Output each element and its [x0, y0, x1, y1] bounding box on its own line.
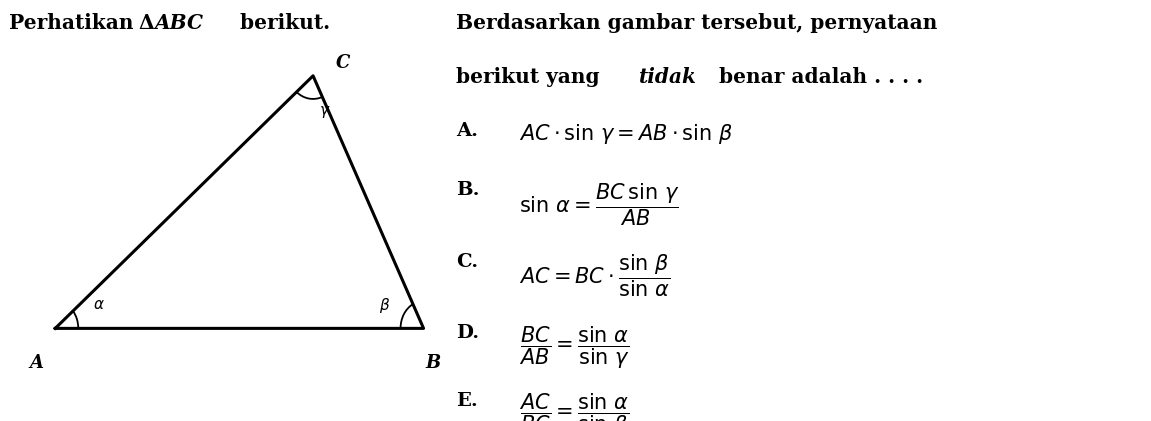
Text: berikut yang: berikut yang: [456, 67, 607, 88]
Text: $\alpha$: $\alpha$: [93, 298, 105, 312]
Text: C.: C.: [456, 253, 478, 271]
Text: Δ: Δ: [138, 13, 154, 33]
Text: $\sin\,\alpha = \dfrac{BC\,\sin\,\gamma}{AB}$: $\sin\,\alpha = \dfrac{BC\,\sin\,\gamma}…: [519, 181, 679, 227]
Text: B.: B.: [456, 181, 480, 199]
Text: Perhatikan: Perhatikan: [9, 13, 140, 33]
Text: $AC \cdot \sin\,\gamma = AB \cdot \sin\,\beta$: $AC \cdot \sin\,\gamma = AB \cdot \sin\,…: [519, 122, 733, 146]
Text: benar adalah . . . .: benar adalah . . . .: [712, 67, 923, 88]
Text: $AC = BC \cdot \dfrac{\sin\,\beta}{\sin\,\alpha}$: $AC = BC \cdot \dfrac{\sin\,\beta}{\sin\…: [519, 253, 671, 299]
Text: B: B: [425, 354, 441, 372]
Text: A.: A.: [456, 122, 478, 140]
Text: berikut.: berikut.: [233, 13, 329, 33]
Text: C: C: [336, 53, 350, 72]
Text: tidak: tidak: [639, 67, 696, 88]
Text: $\beta$: $\beta$: [379, 296, 390, 315]
Text: D.: D.: [456, 324, 479, 342]
Text: Berdasarkan gambar tersebut, pernyataan: Berdasarkan gambar tersebut, pernyataan: [456, 13, 937, 33]
Text: ABC: ABC: [154, 13, 204, 33]
Text: E.: E.: [456, 392, 478, 410]
Text: A: A: [30, 354, 44, 372]
Text: $\dfrac{AC}{BC} = \dfrac{\sin\,\alpha}{\sin\,\beta}$: $\dfrac{AC}{BC} = \dfrac{\sin\,\alpha}{\…: [519, 392, 630, 421]
Text: $\gamma$: $\gamma$: [319, 104, 330, 120]
Text: $\dfrac{BC}{AB} = \dfrac{\sin\,\alpha}{\sin\,\gamma}$: $\dfrac{BC}{AB} = \dfrac{\sin\,\alpha}{\…: [519, 324, 631, 370]
